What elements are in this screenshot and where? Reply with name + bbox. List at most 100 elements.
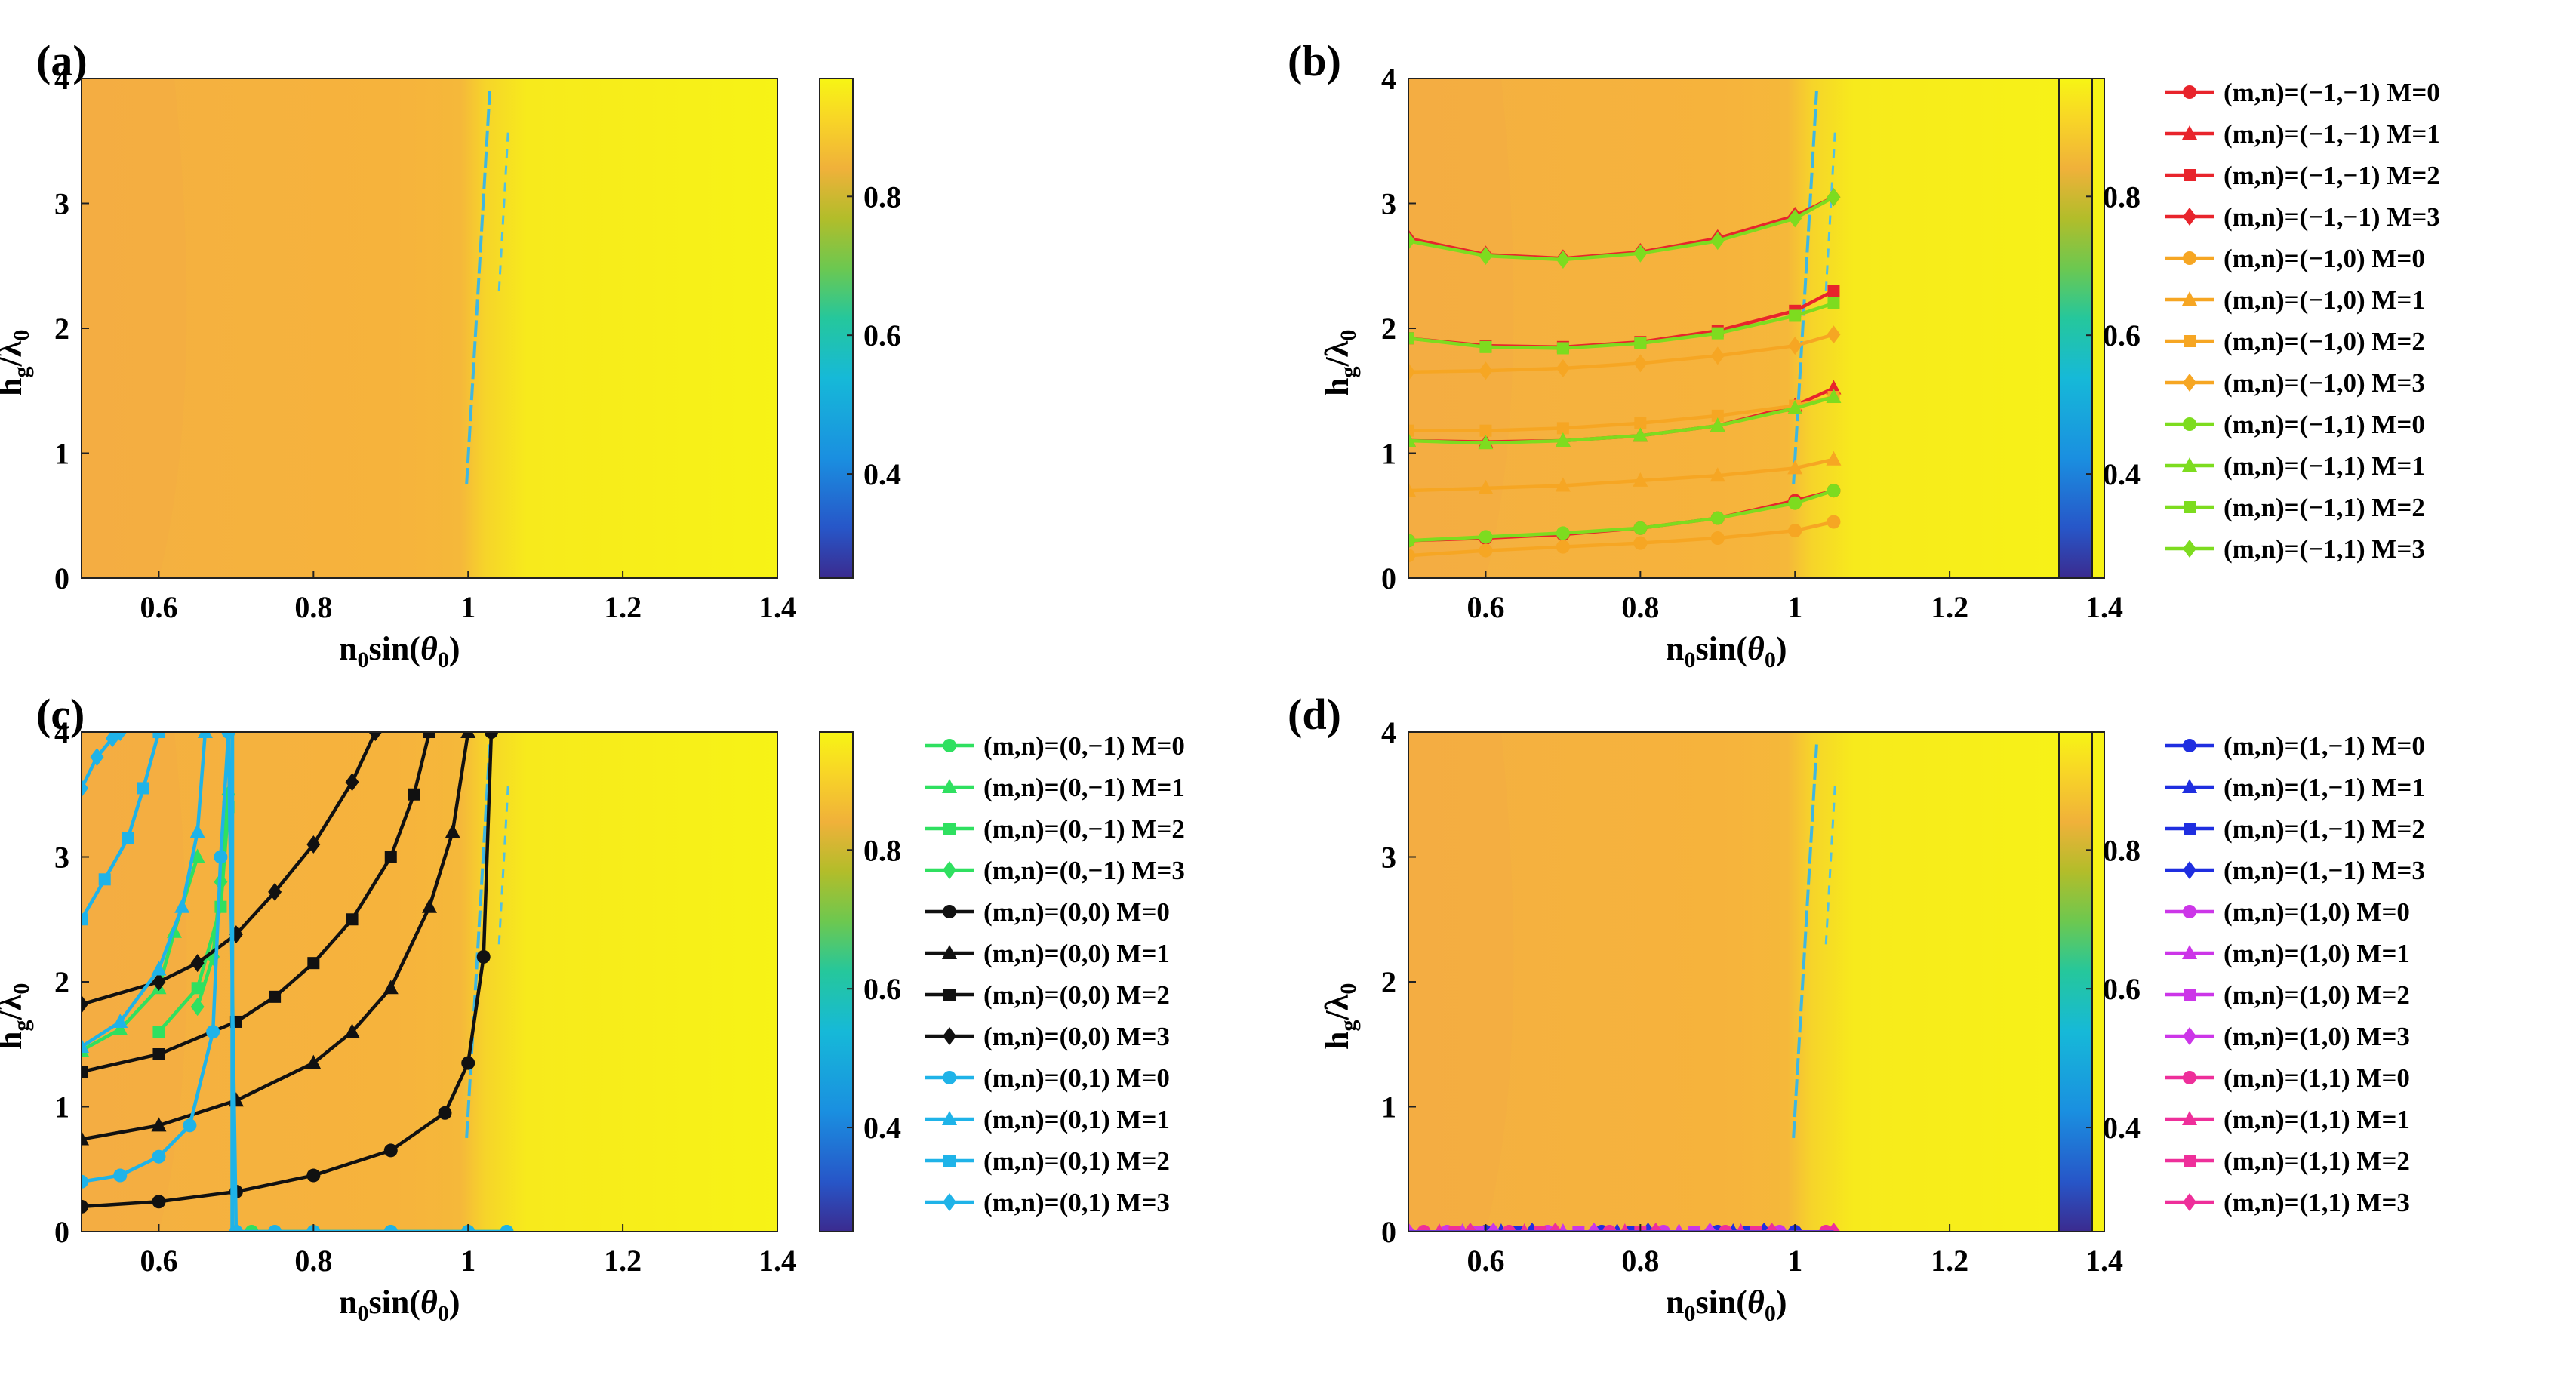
legend-marker bbox=[2182, 1111, 2197, 1125]
x-tick-label: 1.4 bbox=[759, 590, 796, 624]
y-tick-label: 2 bbox=[1381, 965, 1396, 999]
series-4-point-3 bbox=[1633, 536, 1648, 550]
y-axis-label: hg/λ0 bbox=[0, 983, 34, 1050]
legend-marker bbox=[943, 739, 956, 752]
series-10-point-5 bbox=[1789, 309, 1802, 322]
series-9-point-1 bbox=[1478, 435, 1494, 450]
colorbar bbox=[819, 78, 854, 579]
series-10-point-4 bbox=[152, 732, 165, 738]
legend-marker bbox=[2183, 861, 2196, 879]
legend-label: (m,n)=(1,−1) M=0 bbox=[2224, 731, 2425, 761]
y-tick-label: 4 bbox=[1381, 715, 1396, 749]
legend-label: (m,n)=(1,1) M=2 bbox=[2224, 1146, 2410, 1176]
series-9-point-3 bbox=[174, 898, 190, 913]
series-6-point-0 bbox=[1472, 1226, 1485, 1232]
series-8-point-6 bbox=[1827, 484, 1841, 498]
legend-marker bbox=[943, 905, 956, 918]
series-5-point-2 bbox=[1674, 1223, 1684, 1232]
series-9-point-3 bbox=[1736, 1223, 1746, 1232]
series-2-point-0 bbox=[152, 1026, 165, 1038]
legend-label: (m,n)=(−1,−1) M=2 bbox=[2224, 161, 2440, 190]
series-8-point-4 bbox=[1710, 511, 1725, 525]
series-3-point-0 bbox=[190, 998, 205, 1017]
series-10-point-1 bbox=[1534, 1226, 1547, 1232]
series-8-point-8 bbox=[268, 1225, 282, 1232]
y-tick-label: 3 bbox=[1381, 187, 1396, 221]
legend-label: (m,n)=(−1,−1) M=0 bbox=[2224, 78, 2440, 107]
series-5-point-3 bbox=[1633, 472, 1648, 487]
y-tick-label: 0 bbox=[54, 1215, 69, 1249]
series-7-point-0 bbox=[1408, 1223, 1415, 1232]
series-10-point-1 bbox=[98, 873, 111, 886]
legend-marker bbox=[943, 1071, 956, 1084]
colorbar-tick-label: 0.6 bbox=[863, 972, 901, 1006]
panel-d: (d) 0.6 0.8 1 1.2 1.4 0 1 2 3 4 n0sin(θ0) hg/λ0 0.4 0.… bbox=[1288, 690, 2425, 1326]
y-tick-label: 3 bbox=[54, 187, 69, 221]
series-4-point-6 bbox=[1827, 515, 1841, 529]
series-5-point-1 bbox=[1559, 1223, 1568, 1232]
legend-label: (m,n)=(0,−1) M=3 bbox=[983, 856, 1185, 885]
legend-label: (m,n)=(0,0) M=0 bbox=[983, 897, 1170, 927]
legend-label: (m,n)=(−1,−1) M=1 bbox=[2224, 119, 2440, 149]
series-10-point-1 bbox=[1479, 340, 1492, 353]
series-4-point-5 bbox=[438, 1106, 452, 1120]
series-8-point-2 bbox=[1602, 1225, 1617, 1232]
series-1-point-4 bbox=[189, 848, 205, 863]
legend-marker bbox=[2183, 1193, 2196, 1211]
series-9-point-5 bbox=[1787, 399, 1803, 414]
series-5-point-0 bbox=[1408, 482, 1416, 497]
resonance-stripe bbox=[1792, 744, 1818, 1138]
x-tick-label: 1 bbox=[460, 590, 475, 624]
x-tick-label: 1.2 bbox=[1931, 1244, 1968, 1278]
resonance-stripe-2 bbox=[1824, 782, 1836, 945]
panel-label: (a) bbox=[36, 36, 88, 85]
series-1-point-6 bbox=[1826, 380, 1842, 395]
resonance-stripe bbox=[465, 744, 491, 1138]
x-tick-label: 1.4 bbox=[2085, 590, 2123, 624]
series-5-point-3 bbox=[306, 1054, 322, 1069]
series-8-point-1 bbox=[1479, 530, 1493, 544]
series-8-point-1 bbox=[1502, 1225, 1516, 1232]
legend-label: (m,n)=(−1,1) M=0 bbox=[2224, 410, 2425, 439]
series-8-point-3 bbox=[183, 1118, 197, 1133]
series-11-point-3 bbox=[1765, 1223, 1779, 1232]
legend-marker bbox=[2183, 374, 2196, 392]
legend-marker bbox=[943, 989, 956, 1001]
series-4-point-7 bbox=[476, 949, 491, 964]
colorbar-tick-label: 0.8 bbox=[863, 833, 901, 867]
legend-label: (m,n)=(0,−1) M=2 bbox=[983, 814, 1185, 844]
series-4-point-3 bbox=[306, 1168, 321, 1183]
y-tick-label: 2 bbox=[54, 965, 69, 999]
legend-marker bbox=[943, 1027, 956, 1045]
series-5-point-4 bbox=[344, 1023, 360, 1038]
legend-marker bbox=[2184, 823, 2196, 835]
panel-label: (d) bbox=[1288, 690, 1341, 739]
resonance-stripe-2 bbox=[497, 128, 509, 291]
legend-marker bbox=[2183, 251, 2196, 265]
series-6-point-3 bbox=[269, 990, 282, 1003]
x-axis-label: n0sin(θ0) bbox=[339, 630, 460, 672]
series-11-point-3 bbox=[113, 732, 128, 741]
legend: (m,n)=(1,−1) M=0 (m,n)=(1,−1) M=1 (m,n)=(1… bbox=[2165, 731, 2425, 1217]
series-11-point-2 bbox=[1556, 250, 1570, 269]
y-tick-label: 0 bbox=[1381, 1215, 1396, 1249]
legend-marker bbox=[2184, 1155, 2196, 1167]
series-7-point-0 bbox=[82, 995, 88, 1014]
panel-c: (c) 0.6 0.8 1 1.2 1.4 0 1 2 3 4 n0sin(θ0) hg/λ0 0.4 0.… bbox=[0, 690, 1185, 1326]
series-10-point-6 bbox=[1827, 297, 1840, 309]
legend-label: (m,n)=(1,0) M=0 bbox=[2224, 897, 2410, 927]
y-axis-label: hg/λ0 bbox=[1319, 983, 1361, 1050]
series-11-point-4 bbox=[1710, 232, 1725, 251]
series-11-point-2 bbox=[105, 732, 119, 748]
series-9-point-4 bbox=[189, 823, 205, 838]
series-7-point-3 bbox=[1633, 354, 1648, 373]
series-4-point-1 bbox=[152, 1195, 166, 1209]
series-7-point-7 bbox=[368, 732, 383, 741]
legend-marker bbox=[2182, 779, 2197, 793]
data-series-group bbox=[82, 732, 514, 1232]
legend-marker bbox=[2183, 85, 2196, 99]
series-6-point-1 bbox=[152, 1047, 165, 1060]
resonance-stripe bbox=[1792, 91, 1818, 484]
legend-label: (m,n)=(0,1) M=0 bbox=[983, 1063, 1170, 1093]
series-7-point-2 bbox=[1556, 358, 1570, 377]
